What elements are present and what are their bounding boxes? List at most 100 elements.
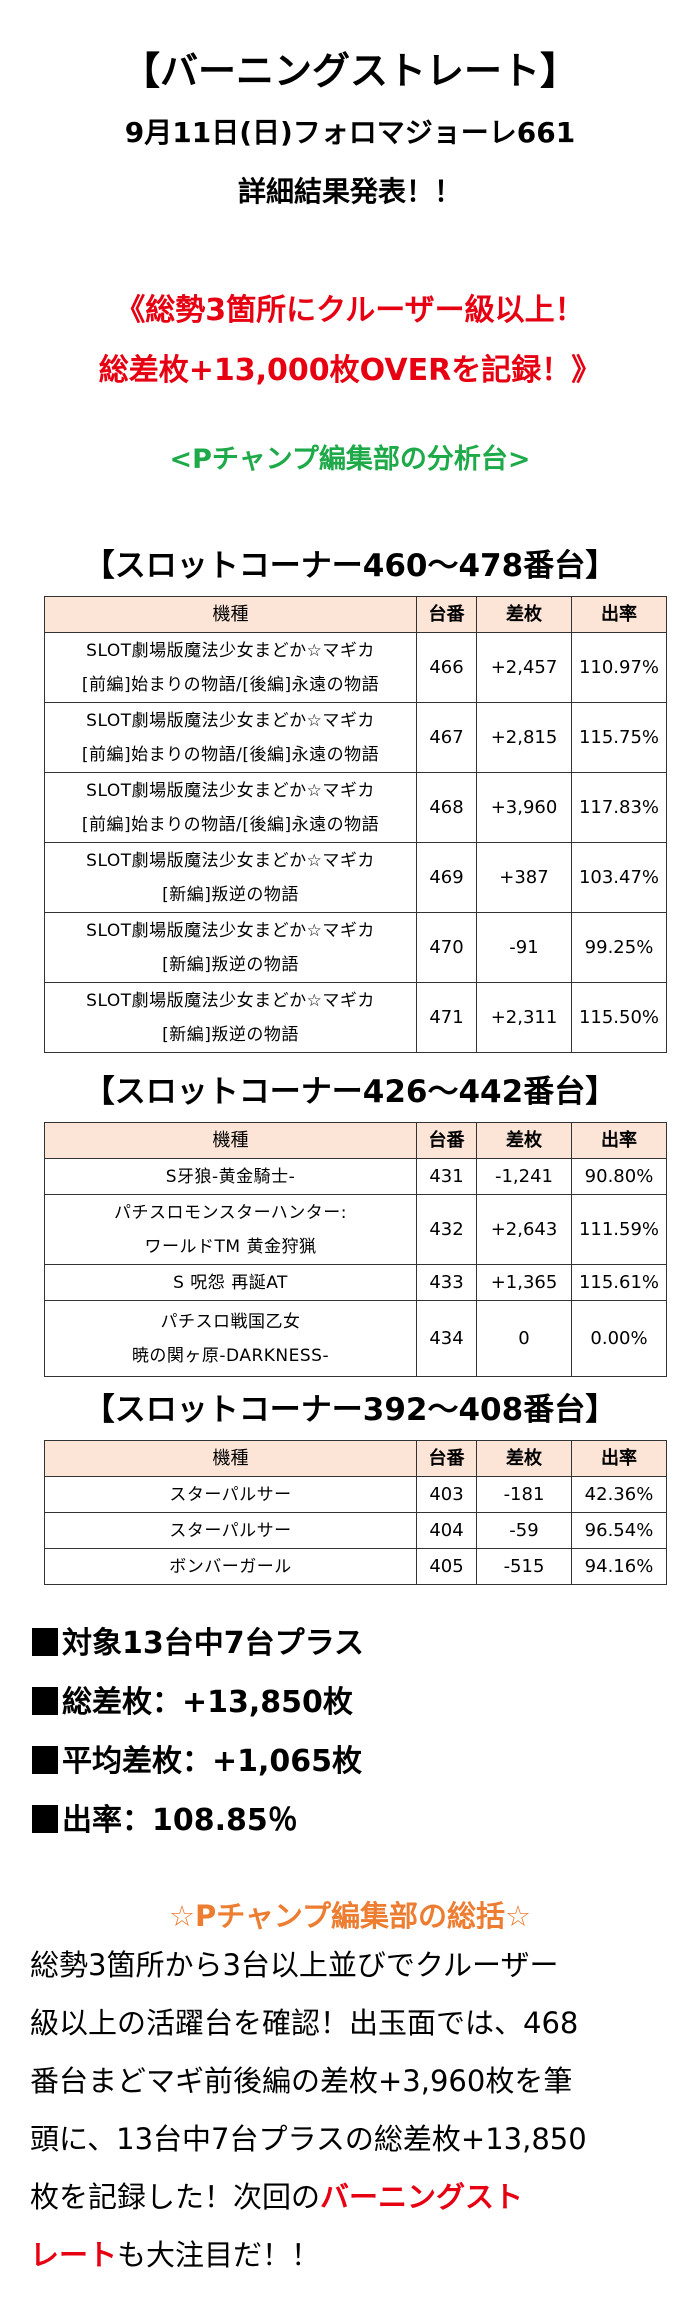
number-cell: 469 <box>416 842 477 913</box>
table-row: S 呪怨 再誕AT 433 +1,365 115.61% <box>44 1264 667 1301</box>
table-row: ボンバーガール 405 -515 94.16% <box>44 1548 667 1585</box>
machine-cell: スターパルサー <box>44 1512 417 1549</box>
rate-cell: 115.75% <box>571 702 667 773</box>
table-row: スターパルサー 404 -59 96.54% <box>44 1512 667 1549</box>
machine-cell: SLOT劇場版魔法少女まどか☆マギカ [前編]始まりの物語/[後編]永遠の物語 <box>44 632 417 703</box>
col-number: 台番 <box>416 596 477 633</box>
machine-cell: S牙狼-黄金騎士- <box>44 1158 417 1195</box>
rate-cell: 103.47% <box>571 842 667 913</box>
diff-cell: +387 <box>476 842 572 913</box>
square-bullet-icon <box>32 1746 58 1774</box>
table-header-row: 機種 台番 差枚 出率 <box>44 1122 667 1159</box>
machine-cell: SLOT劇場版魔法少女まどか☆マギカ [新編]叛逆の物語 <box>44 982 417 1053</box>
rate-cell: 115.50% <box>571 982 667 1053</box>
rate-cell: 110.97% <box>571 632 667 703</box>
announce-text: 詳細結果発表！！ <box>237 175 462 208</box>
number-cell: 471 <box>416 982 477 1053</box>
col-number: 台番 <box>416 1440 477 1477</box>
analysis-label: <Pチャンプ編集部の分析台> <box>169 444 531 475</box>
diff-cell: 0 <box>476 1300 572 1377</box>
table-row: パチスロモンスターハンター: ワールドTM 黄金狩猟 432 +2,643 111… <box>44 1194 667 1265</box>
rate-cell: 42.36% <box>571 1476 667 1513</box>
number-cell: 470 <box>416 912 477 983</box>
section-title-392-408: 【スロットコーナー392～408番台】 <box>83 1392 617 1428</box>
highlight-burning-straight-cont: レート <box>30 2238 118 2272</box>
machine-cell: SLOT劇場版魔法少女まどか☆マギカ [前編]始まりの物語/[後編]永遠の物語 <box>44 772 417 843</box>
col-machine: 機種 <box>44 1122 417 1159</box>
number-cell: 466 <box>416 632 477 703</box>
number-cell: 403 <box>416 1476 477 1513</box>
machine-cell: パチスロ戦国乙女 暁の関ヶ原-DARKNESS- <box>44 1300 417 1377</box>
col-number: 台番 <box>416 1122 477 1159</box>
wrapup-title: ☆Pチャンプ編集部の総括☆ <box>168 1899 532 1933</box>
diff-cell: +2,643 <box>476 1194 572 1265</box>
results-table-426-442: 機種 台番 差枚 出率 S牙狼-黄金騎士- 431 -1,241 90.80% … <box>44 1122 667 1377</box>
col-machine: 機種 <box>44 1440 417 1477</box>
headline-line-1: 《総勢3箇所にクルーザー級以上！ <box>115 293 585 328</box>
rate-cell: 96.54% <box>571 1512 667 1549</box>
rate-cell: 115.61% <box>571 1264 667 1301</box>
col-diff: 差枚 <box>476 596 572 633</box>
results-table-392-408: 機種 台番 差枚 出率 スターパルサー 403 -181 42.36% スターパ… <box>44 1440 667 1585</box>
machine-cell: SLOT劇場版魔法少女まどか☆マギカ [新編]叛逆の物語 <box>44 912 417 983</box>
square-bullet-icon <box>32 1687 58 1715</box>
number-cell: 405 <box>416 1548 477 1585</box>
event-subtitle: 9月11日(日)フォロマジョーレ661 <box>124 116 576 149</box>
number-cell: 434 <box>416 1300 477 1377</box>
table-row: SLOT劇場版魔法少女まどか☆マギカ [前編]始まりの物語/[後編]永遠の物語 4… <box>44 702 667 773</box>
machine-cell: パチスロモンスターハンター: ワールドTM 黄金狩猟 <box>44 1194 417 1265</box>
diff-cell: -59 <box>476 1512 572 1549</box>
number-cell: 468 <box>416 772 477 843</box>
table-row: SLOT劇場版魔法少女まどか☆マギカ [前編]始まりの物語/[後編]永遠の物語 4… <box>44 772 667 843</box>
summary-average-diff: 平均差枚：+1,065枚 <box>32 1736 362 1780</box>
headline-line-2: 総差枚+13,000枚OVERを記録！》 <box>98 353 602 388</box>
diff-cell: +2,311 <box>476 982 572 1053</box>
square-bullet-icon <box>32 1805 58 1833</box>
diff-cell: -181 <box>476 1476 572 1513</box>
page-title: 【バーニングストレート】 <box>121 49 578 93</box>
table-header-row: 機種 台番 差枚 出率 <box>44 596 667 633</box>
machine-cell: SLOT劇場版魔法少女まどか☆マギカ [前編]始まりの物語/[後編]永遠の物語 <box>44 702 417 773</box>
col-rate: 出率 <box>571 1122 667 1159</box>
summary-total-diff: 総差枚：+13,850枚 <box>32 1677 353 1721</box>
table-row: パチスロ戦国乙女 暁の関ヶ原-DARKNESS- 434 0 0.00% <box>44 1300 667 1377</box>
summary-plus-count: 対象13台中7台プラス <box>32 1618 364 1662</box>
number-cell: 432 <box>416 1194 477 1265</box>
diff-cell: +2,815 <box>476 702 572 773</box>
machine-cell: ボンバーガール <box>44 1548 417 1585</box>
diff-cell: +3,960 <box>476 772 572 843</box>
diff-cell: -1,241 <box>476 1158 572 1195</box>
diff-cell: +2,457 <box>476 632 572 703</box>
table-row: SLOT劇場版魔法少女まどか☆マギカ [新編]叛逆の物語 469 +387 103… <box>44 842 667 913</box>
rate-cell: 90.80% <box>571 1158 667 1195</box>
table-header-row: 機種 台番 差枚 出率 <box>44 1440 667 1477</box>
diff-cell: -91 <box>476 912 572 983</box>
diff-cell: +1,365 <box>476 1264 572 1301</box>
square-bullet-icon <box>32 1628 58 1656</box>
section-title-426-442: 【スロットコーナー426～442番台】 <box>83 1074 617 1110</box>
rate-cell: 0.00% <box>571 1300 667 1377</box>
section-title-460-478: 【スロットコーナー460～478番台】 <box>83 548 617 584</box>
rate-cell: 99.25% <box>571 912 667 983</box>
col-rate: 出率 <box>571 596 667 633</box>
rate-cell: 94.16% <box>571 1548 667 1585</box>
machine-cell: スターパルサー <box>44 1476 417 1513</box>
diff-cell: -515 <box>476 1548 572 1585</box>
table-row: SLOT劇場版魔法少女まどか☆マギカ [前編]始まりの物語/[後編]永遠の物語 4… <box>44 632 667 703</box>
table-row: SLOT劇場版魔法少女まどか☆マギカ [新編]叛逆の物語 470 -91 99.2… <box>44 912 667 983</box>
col-diff: 差枚 <box>476 1122 572 1159</box>
machine-cell: SLOT劇場版魔法少女まどか☆マギカ [新編]叛逆の物語 <box>44 842 417 913</box>
col-diff: 差枚 <box>476 1440 572 1477</box>
results-table-460-478: 機種 台番 差枚 出率 SLOT劇場版魔法少女まどか☆マギカ [前編]始まりの物語… <box>44 596 667 1053</box>
col-rate: 出率 <box>571 1440 667 1477</box>
rate-cell: 111.59% <box>571 1194 667 1265</box>
number-cell: 431 <box>416 1158 477 1195</box>
wrapup-body: 総勢3箇所から3台以上並びでクルーザー 級以上の活躍台を確認！出玉面では、468… <box>30 1948 587 2272</box>
number-cell: 433 <box>416 1264 477 1301</box>
col-machine: 機種 <box>44 596 417 633</box>
machine-cell: S 呪怨 再誕AT <box>44 1264 417 1301</box>
number-cell: 404 <box>416 1512 477 1549</box>
table-row: SLOT劇場版魔法少女まどか☆マギカ [新編]叛逆の物語 471 +2,311 1… <box>44 982 667 1053</box>
rate-cell: 117.83% <box>571 772 667 843</box>
table-row: スターパルサー 403 -181 42.36% <box>44 1476 667 1513</box>
